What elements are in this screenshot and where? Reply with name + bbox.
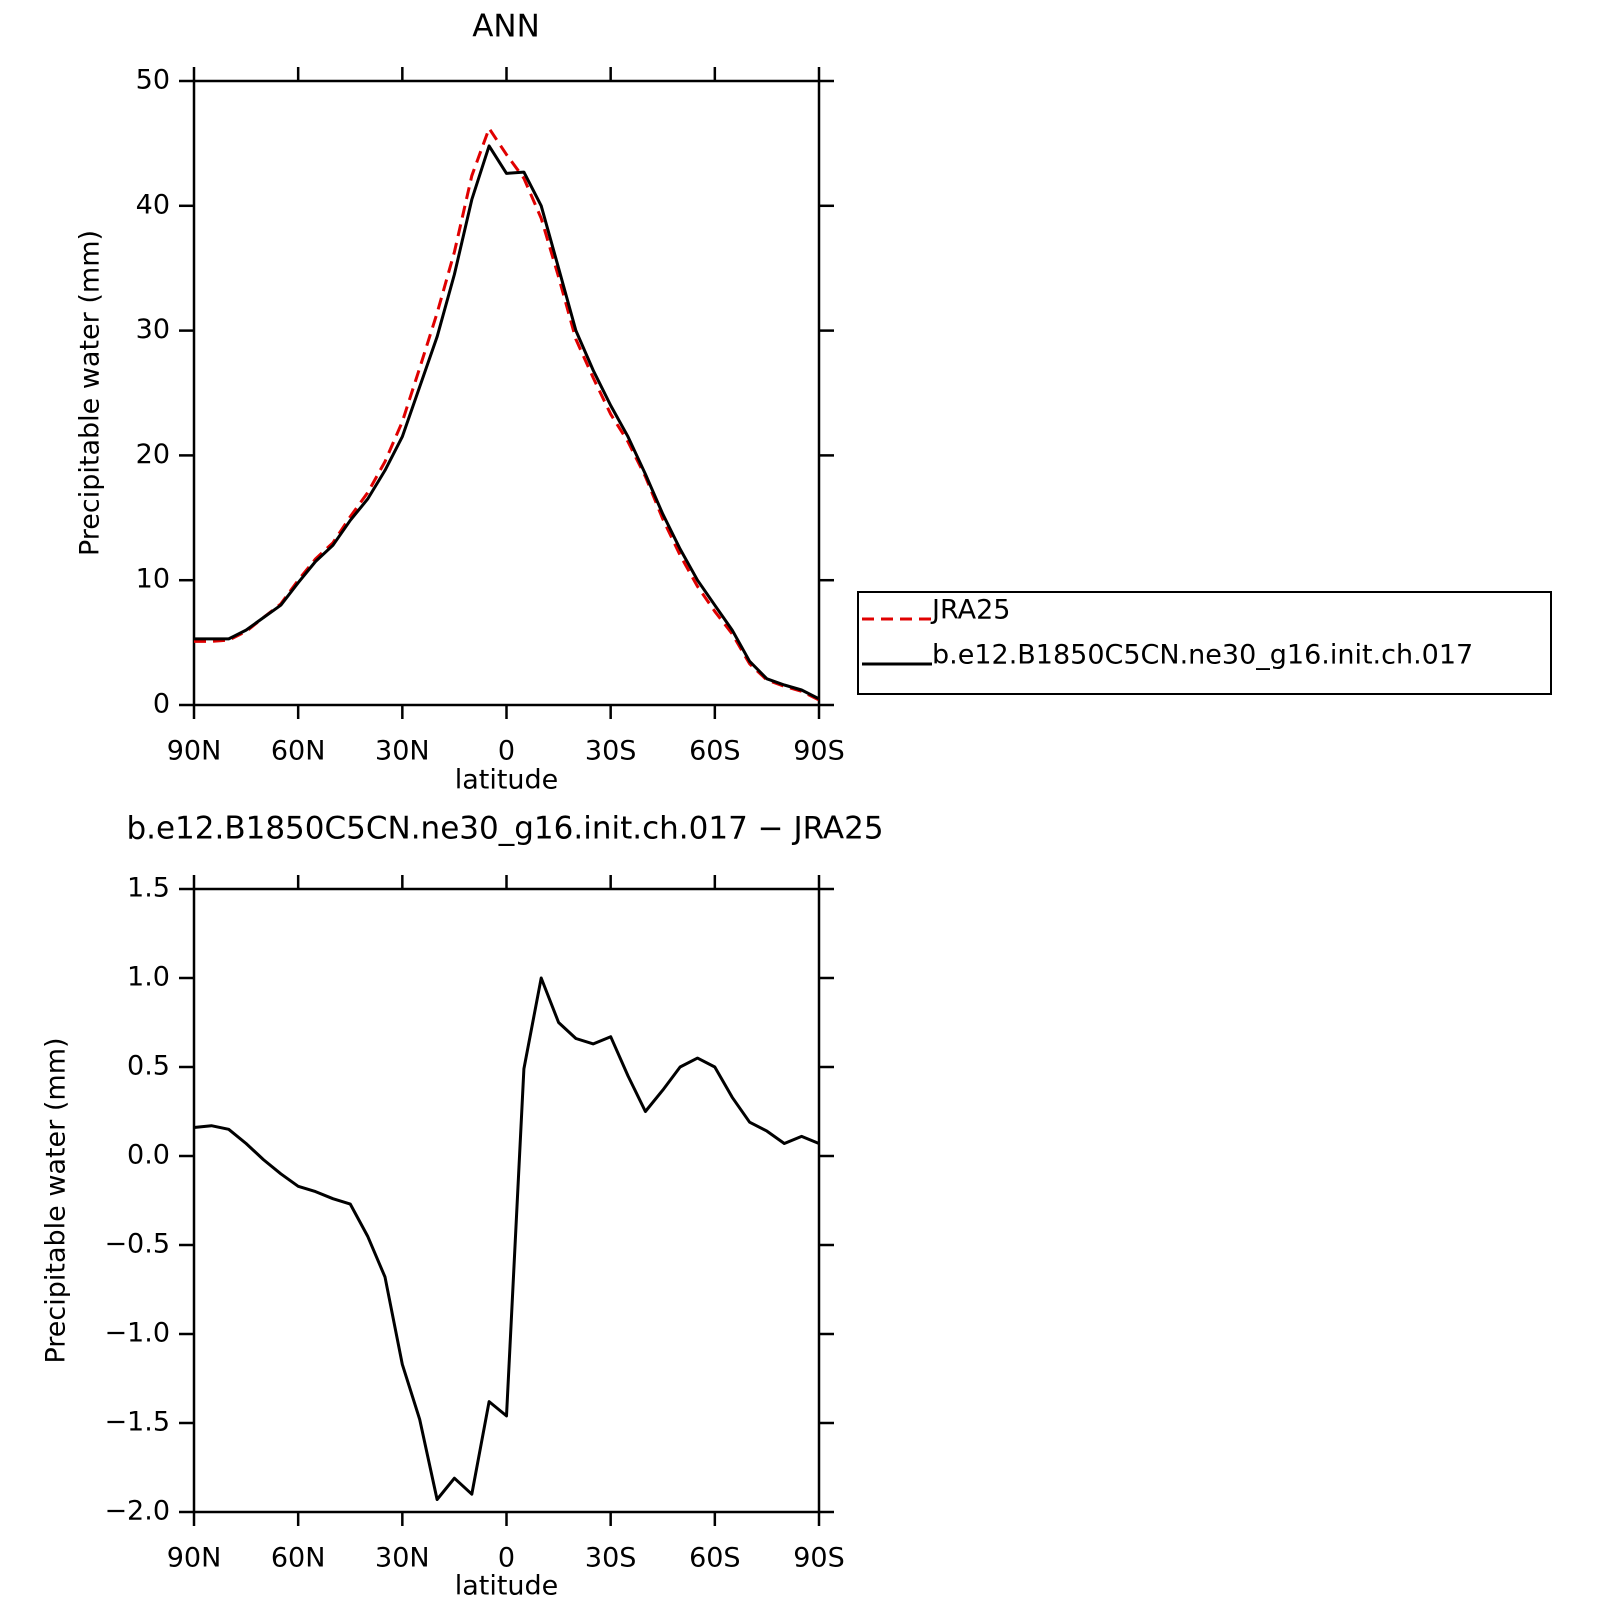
x-tick-label: 30N	[375, 1543, 430, 1574]
y-tick-label: 0	[153, 689, 170, 720]
y-tick-label: 10	[136, 564, 170, 595]
legend-box	[857, 591, 1552, 695]
y-tick-label: 30	[136, 314, 170, 345]
x-tick-label: 30N	[375, 736, 430, 767]
chart-title: b.e12.B1850C5CN.ne30_g16.init.ch.017 − J…	[126, 811, 883, 847]
x-tick-label: 60S	[689, 1543, 741, 1574]
x-tick-label: 60S	[689, 736, 741, 767]
y-tick-label: −1.5	[104, 1407, 170, 1438]
y-axis-label: Precipitable water (mm)	[41, 1037, 72, 1363]
y-tick-label: −1.0	[104, 1318, 170, 1349]
legend-label: b.e12.B1850C5CN.ne30_g16.init.ch.017	[932, 640, 1473, 671]
plot-frame	[192, 887, 821, 1514]
x-tick-label: 30S	[585, 1543, 637, 1574]
x-tick-label: 90N	[167, 736, 222, 767]
y-tick-label: 0.5	[127, 1051, 170, 1082]
x-tick-label: 60N	[271, 1543, 326, 1574]
x-tick-label: 0	[498, 1543, 515, 1574]
x-tick-label: 30S	[585, 736, 637, 767]
x-tick-label: 90S	[793, 1543, 845, 1574]
y-tick-label: −0.5	[104, 1229, 170, 1260]
y-tick-label: 50	[136, 65, 170, 96]
x-tick-label: 0	[498, 736, 515, 767]
y-tick-label: 0.0	[127, 1140, 170, 1171]
data-line	[193, 976, 820, 1501]
y-tick-label: 1.0	[127, 962, 170, 993]
x-tick-label: 90N	[167, 1543, 222, 1574]
y-tick-label: 20	[136, 439, 170, 470]
y-tick-label: 1.5	[127, 873, 170, 904]
legend-label: JRA25	[930, 595, 1010, 626]
x-tick-label: 60N	[271, 736, 326, 767]
y-tick-label: 40	[136, 189, 170, 220]
chart-title: ANN	[472, 9, 540, 45]
x-tick-label: 90S	[793, 736, 845, 767]
data-line	[194, 126, 820, 702]
data-line	[194, 144, 820, 701]
x-axis-label: latitude	[455, 765, 559, 796]
x-axis-label: latitude	[455, 1571, 559, 1602]
y-axis-label: Precipitable water (mm)	[75, 230, 106, 556]
y-tick-label: −2.0	[104, 1496, 170, 1527]
